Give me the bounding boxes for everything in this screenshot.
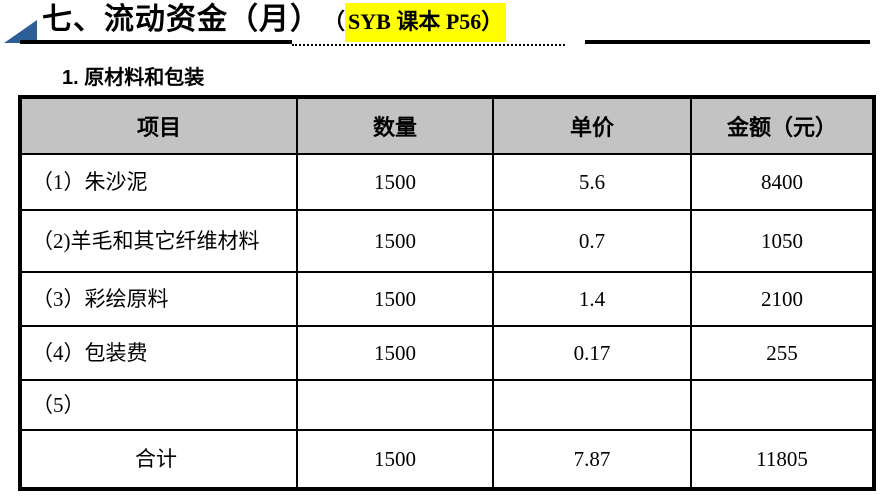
cell-unit-price: 0.17 <box>492 325 692 381</box>
triangle-bullet-icon <box>4 20 37 43</box>
title-underline-dotted <box>292 44 565 46</box>
materials-cost-table: 项目 数量 单价 金额（元） （1）朱沙泥 1500 5.6 8400 （2)羊… <box>18 95 876 491</box>
title-reference-paren: （ <box>323 9 346 34</box>
cell-item: （5） <box>19 379 298 431</box>
cell-amount: 2100 <box>690 271 875 327</box>
title-underline-left <box>20 40 292 44</box>
title-reference-highlight: SYB 课本 P56） <box>345 3 507 42</box>
cell-item: （2)羊毛和其它纤维材料 <box>19 209 298 273</box>
cell-quantity: 1500 <box>296 209 494 273</box>
cell-quantity: 1500 <box>296 325 494 381</box>
cell-quantity: 1500 <box>296 153 494 211</box>
title-reference: （SYB 课本 P56） <box>323 3 507 42</box>
cell-total-unit-price: 7.87 <box>492 429 692 490</box>
table-total-row: 合计 1500 7.87 11805 <box>19 429 875 490</box>
cell-total-quantity: 1500 <box>296 429 494 490</box>
cell-unit-price: 1.4 <box>492 271 692 327</box>
table-row: （1）朱沙泥 1500 5.6 8400 <box>19 153 875 211</box>
table-row: （5） <box>19 379 875 431</box>
cell-item: （4）包装费 <box>19 325 298 381</box>
cell-quantity <box>296 379 494 431</box>
section-label: 1. 原材料和包装 <box>62 67 205 89</box>
cell-item: （1）朱沙泥 <box>19 153 298 211</box>
table-header-row: 项目 数量 单价 金额（元） <box>19 96 875 155</box>
column-header-item: 项目 <box>19 96 298 155</box>
cell-amount: 8400 <box>690 153 875 211</box>
column-header-unit-price: 单价 <box>492 96 692 155</box>
column-header-quantity: 数量 <box>296 96 494 155</box>
cell-total-label: 合计 <box>19 429 298 490</box>
cell-item: （3）彩绘原料 <box>19 271 298 327</box>
cell-unit-price: 0.7 <box>492 209 692 273</box>
cell-amount: 255 <box>690 325 875 381</box>
cell-unit-price: 5.6 <box>492 153 692 211</box>
title-underline-right <box>585 40 870 44</box>
cell-total-amount: 11805 <box>690 429 875 490</box>
table-row: （2)羊毛和其它纤维材料 1500 0.7 1050 <box>19 209 875 273</box>
column-header-amount: 金额（元） <box>690 96 875 155</box>
cell-amount <box>690 379 875 431</box>
cell-quantity: 1500 <box>296 271 494 327</box>
cell-amount: 1050 <box>690 209 875 273</box>
page-title-row: 七、流动资金（月） （SYB 课本 P56） <box>42 1 507 42</box>
page-title: 七、流动资金（月） <box>42 3 321 36</box>
table-row: （4）包装费 1500 0.17 255 <box>19 325 875 381</box>
table-row: （3）彩绘原料 1500 1.4 2100 <box>19 271 875 327</box>
cell-unit-price <box>492 379 692 431</box>
